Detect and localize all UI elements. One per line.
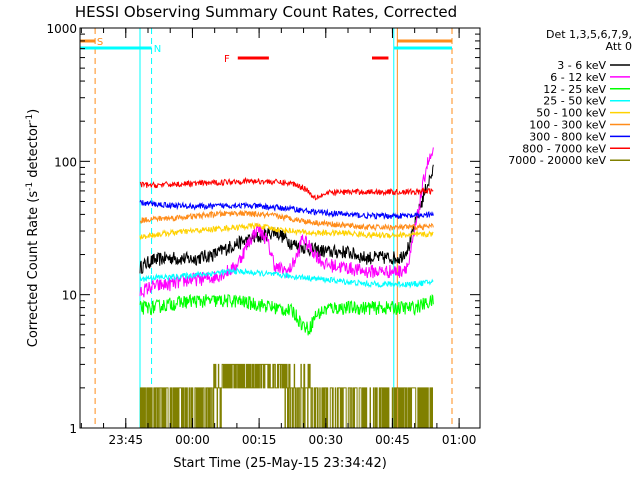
series-line-1 <box>139 147 434 298</box>
legend-label-4: 50 - 100 keV <box>536 107 606 120</box>
y-tick-label-3: 1000 <box>46 22 77 36</box>
legend-label-6: 300 - 800 keV <box>529 130 606 143</box>
x-axis-label: Start Time (25-May-15 23:34:42) <box>173 456 387 471</box>
y-tick-label-1: 10 <box>62 289 77 303</box>
x-tick-label-5: 01:00 <box>442 433 477 447</box>
x-tick-label-0: 23:45 <box>108 433 143 447</box>
y-tick-label-0: 1 <box>69 422 77 436</box>
x-tick-label-4: 00:45 <box>375 433 410 447</box>
s-label: S <box>97 37 103 48</box>
x-tick-label-1: 00:00 <box>175 433 210 447</box>
legend-label-5: 100 - 300 keV <box>529 119 606 132</box>
legend-label-8: 7000 - 20000 keV <box>508 154 606 167</box>
y-label-sup1: -1 <box>25 182 35 191</box>
n-label: N <box>154 44 161 55</box>
x-tick-label-2: 00:15 <box>242 433 277 447</box>
y-label-sup2: -1 <box>25 114 35 123</box>
series-line-6 <box>139 199 434 220</box>
y-label-part3: ) <box>26 109 41 114</box>
legend-label-7: 800 - 7000 keV <box>522 142 606 155</box>
y-tick-label-2: 100 <box>54 155 77 169</box>
series-line-7 <box>139 176 434 201</box>
series-line-3 <box>139 267 434 289</box>
legend-label-2: 12 - 25 keV <box>543 83 606 96</box>
annotation-layer: S N F <box>80 28 453 428</box>
f-label: F <box>224 54 230 65</box>
legend-header-1: Det 1,3,5,6,7,9, <box>546 28 632 41</box>
series-line-2 <box>139 293 434 336</box>
y-label-part1: Corrected Count Rate (s <box>26 191 41 348</box>
series-line-0 <box>139 164 434 274</box>
y-label-part2: detector <box>26 122 41 182</box>
legend-header-2: Att 0 <box>606 40 632 53</box>
chart-title: HESSI Observing Summary Count Rates, Cor… <box>75 3 457 21</box>
legend-label-3: 25 - 50 keV <box>543 95 606 108</box>
y-axis-label: Corrected Count Rate (s-1 detector-1) <box>25 109 41 347</box>
plot-frame <box>79 27 481 429</box>
tick-layer: 23:45 00:00 00:15 00:30 00:45 01:00 1 10 100 1000 <box>46 22 480 447</box>
series-line-5 <box>139 209 434 232</box>
series-line-4 <box>139 222 434 240</box>
x-tick-label-3: 00:30 <box>308 433 343 447</box>
legend-label-1: 6 - 12 keV <box>550 71 606 84</box>
legend-label-0: 3 - 6 keV <box>557 59 606 72</box>
